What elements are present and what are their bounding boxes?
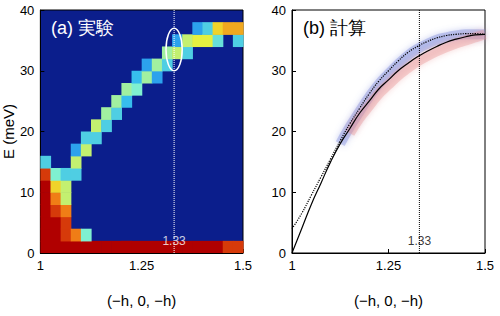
svg-text:0: 0	[279, 246, 286, 261]
svg-text:(−h, 0, −h): (−h, 0, −h)	[107, 292, 176, 309]
svg-text:1.33: 1.33	[162, 234, 186, 248]
svg-text:20: 20	[272, 124, 286, 139]
svg-text:30: 30	[20, 63, 34, 78]
svg-text:1.33: 1.33	[407, 234, 432, 248]
svg-text:10: 10	[20, 185, 34, 200]
svg-text:1.5: 1.5	[234, 258, 252, 273]
svg-text:1.5: 1.5	[476, 258, 494, 273]
svg-text:1: 1	[288, 258, 295, 273]
svg-text:1: 1	[37, 258, 44, 273]
svg-text:(a) 実験: (a) 実験	[51, 18, 114, 38]
svg-text:30: 30	[272, 63, 286, 78]
svg-text:20: 20	[20, 124, 34, 139]
svg-text:0: 0	[27, 246, 34, 261]
svg-text:40: 40	[272, 3, 286, 18]
svg-text:1.25: 1.25	[129, 258, 154, 273]
svg-text:40: 40	[20, 3, 34, 18]
svg-text:10: 10	[272, 185, 286, 200]
svg-text:(b) 計算: (b) 計算	[303, 18, 366, 38]
svg-text:(−h, 0, −h): (−h, 0, −h)	[354, 292, 423, 309]
svg-text:E (meV): E (meV)	[0, 104, 17, 159]
svg-text:1.25: 1.25	[376, 258, 401, 273]
